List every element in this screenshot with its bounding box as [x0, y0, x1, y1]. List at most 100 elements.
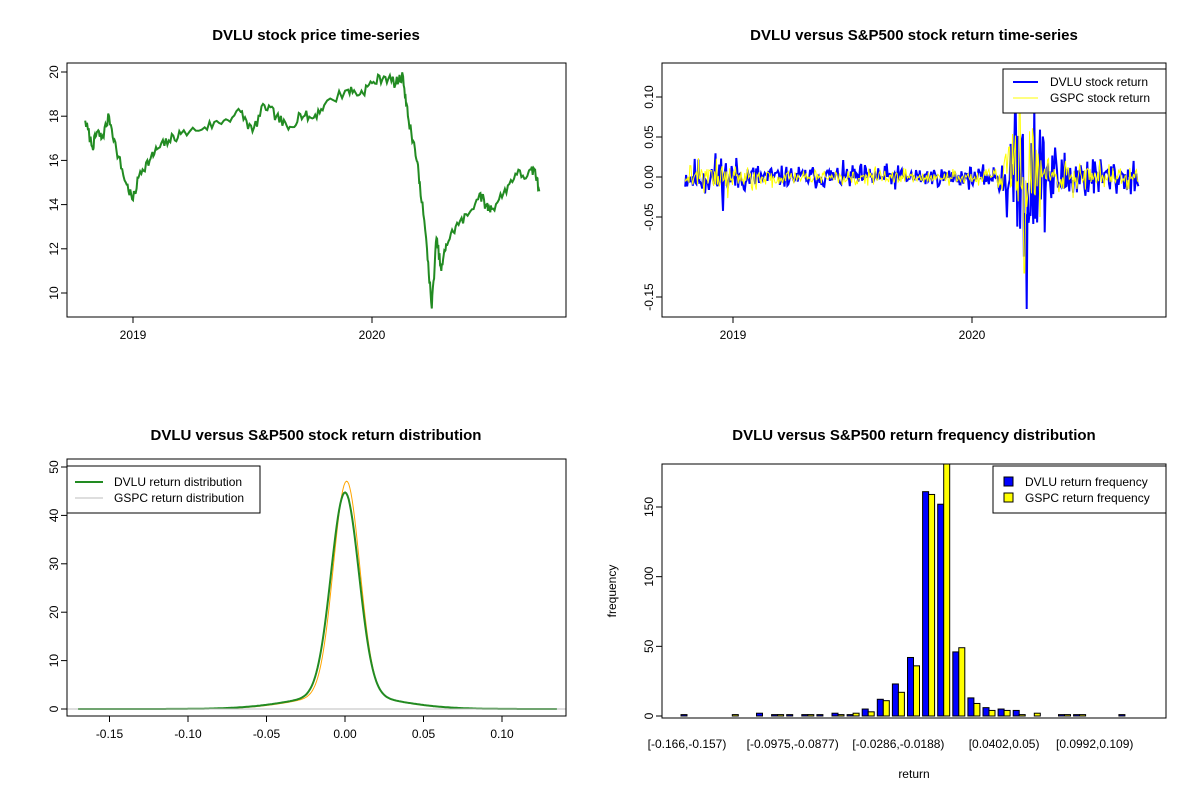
dvlu-bar: [982, 707, 990, 717]
x-tick-label: [-0.0286,-0.0188): [852, 737, 944, 751]
x-tick-label: 0.10: [490, 727, 514, 741]
y-tick-label: 0.10: [642, 85, 656, 109]
chart-title: DVLU versus S&P500 return frequency dist…: [732, 427, 1095, 444]
x-tick-label: 2019: [120, 328, 147, 342]
gspc-bar: [867, 711, 875, 717]
gspc-bar: [852, 712, 860, 717]
y-tick-label: 14: [47, 198, 61, 212]
gspc-bar: [897, 691, 905, 717]
x-tick-label: 0.00: [333, 727, 357, 741]
legend: DVLU return frequency GSPC return frequen…: [992, 465, 1167, 514]
legend-label: GSPC stock return: [1050, 91, 1150, 105]
x-tick-label: 2019: [720, 328, 747, 342]
dvlu-density-line: [78, 491, 557, 710]
gspc-bar: [988, 709, 996, 717]
dvlu-bar: [771, 714, 779, 717]
y-tick-label: 0: [47, 705, 61, 712]
dvlu-bar: [801, 714, 809, 717]
chart-title: DVLU versus S&P500 stock return time-ser…: [750, 27, 1078, 44]
plot-frame: [661, 463, 1167, 719]
y-tick-label: 0: [642, 712, 656, 719]
dvlu-bar: [952, 651, 960, 717]
histogram-chart: DVLU versus S&P500 return frequency dist…: [605, 427, 1167, 781]
dvlu-bar: [891, 683, 899, 717]
gspc-bar: [1003, 709, 1011, 717]
legend: DVLU return distribution GSPC return dist…: [66, 465, 261, 514]
x-tick-label: 2020: [959, 328, 986, 342]
y-tick-label: 16: [47, 153, 61, 167]
chart-title: DVLU stock price time-series: [212, 27, 420, 44]
y-tick-label: 10: [47, 286, 61, 300]
legend-swatch: [1003, 476, 1014, 487]
dvlu-bar: [937, 503, 945, 717]
gspc-bar: [1018, 714, 1026, 717]
plot-frame: [66, 62, 567, 318]
gspc-bar: [1033, 712, 1041, 717]
dvlu-bar: [846, 714, 854, 717]
x-tick-label: [-0.0975,-0.0877): [747, 737, 839, 751]
dvlu-bar: [907, 656, 914, 717]
gspc-bar: [973, 702, 981, 717]
legend-label: DVLU stock return: [1050, 75, 1148, 89]
dvlu-bar: [967, 697, 975, 717]
x-tick-label: [0.0992,0.109): [1056, 737, 1133, 751]
legend-label: GSPC return frequency: [1025, 491, 1150, 505]
x-tick-label: 0.05: [412, 727, 436, 741]
dvlu-bar: [876, 698, 884, 717]
y-tick-label: 30: [47, 557, 61, 571]
y-tick-label: 20: [47, 65, 61, 79]
dvlu-bar: [756, 712, 763, 717]
gspc-bar: [1079, 714, 1087, 717]
price-chart: DVLU stock price time-series 2019 2020 10 12…: [47, 27, 541, 342]
x-tick-label: -0.05: [253, 727, 281, 741]
gspc-density-line: [78, 480, 557, 710]
plot-frame: [661, 62, 1167, 318]
x-tick-label: -0.10: [174, 727, 202, 741]
y-tick-label: 20: [47, 605, 61, 619]
dvlu-bar: [997, 708, 1005, 717]
x-tick-label: 2020: [359, 328, 386, 342]
y-tick-label: 12: [47, 242, 61, 256]
legend-label: GSPC return distribution: [114, 491, 244, 505]
gspc-bar: [882, 700, 890, 717]
gspc-bar: [928, 493, 936, 717]
y-tick-label: 18: [47, 109, 61, 123]
gspc-bar: [958, 647, 966, 717]
gspc-return-line: [684, 104, 1139, 274]
dvlu-bar: [816, 714, 824, 717]
gspc-bar: [731, 714, 739, 717]
plot-frame: [66, 458, 567, 717]
price-line: [84, 72, 541, 309]
y-tick-label: 100: [642, 566, 656, 586]
legend-label: DVLU return distribution: [114, 475, 242, 489]
gspc-bar: [943, 464, 951, 717]
gspc-bar: [913, 665, 920, 717]
legend-swatch: [1003, 492, 1014, 503]
dvlu-bar: [1073, 714, 1081, 717]
y-tick-label: -0.15: [642, 283, 656, 311]
y-axis-label: frequency: [605, 565, 619, 618]
x-tick-label: [0.0402,0.05): [969, 737, 1040, 751]
y-tick-label: 40: [47, 508, 61, 522]
gspc-bar: [1064, 714, 1071, 717]
density-chart: DVLU versus S&P500 stock return distribu…: [47, 427, 566, 741]
y-tick-label: 50: [642, 639, 656, 653]
chart-title: DVLU versus S&P500 stock return distribu…: [151, 427, 482, 444]
dvlu-bar: [922, 491, 930, 717]
dvlu-bar: [1012, 709, 1020, 717]
dvlu-bar: [786, 714, 794, 717]
dvlu-bar: [680, 714, 688, 717]
y-tick-label: 0.05: [642, 125, 656, 149]
dvlu-bar: [831, 712, 839, 717]
x-axis-label: return: [898, 767, 929, 781]
dvlu-return-line: [684, 86, 1140, 310]
y-tick-label: 150: [642, 497, 656, 517]
gspc-bar: [777, 714, 785, 717]
gspc-bar: [807, 714, 815, 717]
y-tick-label: 10: [47, 654, 61, 668]
dvlu-bar: [861, 708, 869, 717]
y-tick-label: 0.00: [642, 165, 656, 189]
legend: DVLU stock return GSPC stock return: [1002, 68, 1167, 114]
x-tick-label: -0.15: [96, 727, 124, 741]
